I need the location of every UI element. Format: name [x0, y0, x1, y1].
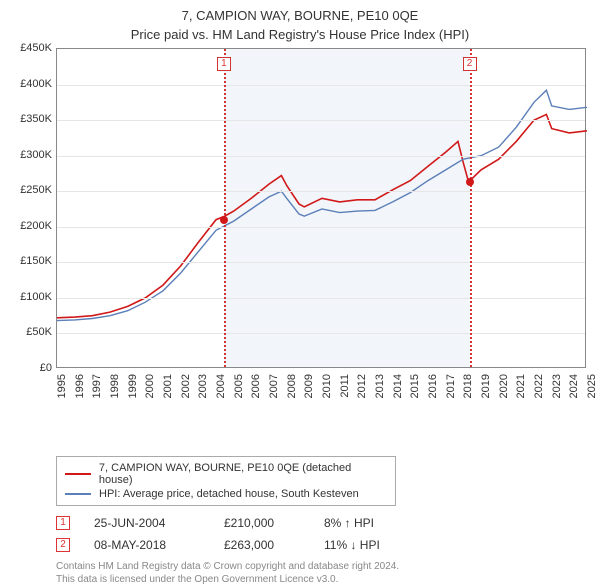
y-tick-label: £350K	[20, 113, 52, 125]
sale-row-price: £263,000	[224, 538, 324, 552]
gridline-h	[57, 191, 585, 192]
x-tick-label: 2010	[321, 374, 333, 398]
x-tick-label: 2002	[180, 374, 192, 398]
x-tick-label: 2025	[586, 374, 598, 398]
y-tick-label: £150K	[20, 255, 52, 267]
x-tick-label: 1995	[56, 374, 68, 398]
legend-box: 7, CAMPION WAY, BOURNE, PE10 0QE (detach…	[56, 456, 396, 506]
x-tick-label: 2024	[568, 374, 580, 398]
x-tick-label: 1997	[91, 374, 103, 398]
x-tick-label: 2001	[162, 374, 174, 398]
x-tick-label: 2018	[462, 374, 474, 398]
x-tick-label: 2006	[250, 374, 262, 398]
sale-marker-box: 2	[463, 57, 477, 71]
x-tick-label: 2009	[303, 374, 315, 398]
y-tick-label: £250K	[20, 184, 52, 196]
series-hpi	[57, 90, 587, 320]
x-tick-label: 2015	[409, 374, 421, 398]
y-tick-label: £0	[40, 362, 52, 374]
gridline-h	[57, 156, 585, 157]
legend-item: HPI: Average price, detached house, Sout…	[65, 487, 387, 501]
x-tick-label: 2019	[480, 374, 492, 398]
y-tick-label: £50K	[26, 326, 52, 338]
sale-row-date: 25-JUN-2004	[94, 516, 224, 530]
gridline-h	[57, 227, 585, 228]
x-tick-label: 2022	[533, 374, 545, 398]
x-tick-label: 2021	[515, 374, 527, 398]
sale-row: 2 08-MAY-2018£263,00011% ↓ HPI	[56, 538, 586, 552]
y-tick-label: £450K	[20, 42, 52, 54]
x-tick-label: 2007	[268, 374, 280, 398]
legend-swatch	[65, 493, 91, 495]
sale-marker-box: 1	[217, 57, 231, 71]
x-tick-label: 2020	[498, 374, 510, 398]
x-tick-label: 2023	[551, 374, 563, 398]
chart-title-address: 7, CAMPION WAY, BOURNE, PE10 0QE	[14, 8, 586, 23]
x-tick-label: 2000	[144, 374, 156, 398]
y-tick-label: £100K	[20, 291, 52, 303]
sale-marker-line	[470, 49, 472, 367]
x-tick-label: 2008	[286, 374, 298, 398]
legend-label: HPI: Average price, detached house, Sout…	[99, 488, 359, 500]
sale-marker-dot	[220, 216, 228, 224]
x-tick-label: 2012	[356, 374, 368, 398]
x-tick-label: 2016	[427, 374, 439, 398]
x-tick-label: 2017	[445, 374, 457, 398]
legend-swatch	[65, 473, 91, 475]
sale-row-num: 1	[56, 516, 70, 530]
footer-line-1: Contains HM Land Registry data © Crown c…	[56, 560, 586, 573]
legend-item: 7, CAMPION WAY, BOURNE, PE10 0QE (detach…	[65, 461, 387, 487]
footer-attribution: Contains HM Land Registry data © Crown c…	[56, 560, 586, 586]
line-series-svg	[57, 49, 587, 369]
gridline-h	[57, 85, 585, 86]
x-tick-label: 1999	[127, 374, 139, 398]
plot-area: 12	[56, 48, 586, 368]
gridline-h	[57, 262, 585, 263]
sale-row-price: £210,000	[224, 516, 324, 530]
x-tick-label: 2014	[392, 374, 404, 398]
y-tick-label: £300K	[20, 149, 52, 161]
x-tick-label: 1996	[74, 374, 86, 398]
chart-container: 7, CAMPION WAY, BOURNE, PE10 0QE Price p…	[0, 0, 600, 560]
gridline-h	[57, 333, 585, 334]
y-axis: £0£50K£100K£150K£200K£250K£300K£350K£400…	[14, 48, 56, 368]
sales-list: 1 25-JUN-2004£210,0008% ↑ HPI 2 08-MAY-2018…	[56, 516, 586, 552]
y-tick-label: £400K	[20, 78, 52, 90]
sale-marker-dot	[466, 178, 474, 186]
sale-row-delta: 8% ↑ HPI	[324, 516, 424, 530]
x-tick-label: 2003	[197, 374, 209, 398]
legend-label: 7, CAMPION WAY, BOURNE, PE10 0QE (detach…	[99, 462, 387, 486]
x-tick-label: 1998	[109, 374, 121, 398]
series-subject	[57, 114, 587, 317]
y-tick-label: £200K	[20, 220, 52, 232]
sale-row: 1 25-JUN-2004£210,0008% ↑ HPI	[56, 516, 586, 530]
sale-row-num: 2	[56, 538, 70, 552]
x-tick-label: 2005	[233, 374, 245, 398]
chart-title-sub: Price paid vs. HM Land Registry's House …	[14, 27, 586, 42]
chart-area: £0 £50K £100K £150K £200K £250K £300K £350K £400…	[14, 48, 586, 408]
x-tick-label: 2004	[215, 374, 227, 398]
x-tick-label: 2013	[374, 374, 386, 398]
x-axis: 1995 1996 1997 1998 1999 2000 2001 2002 2003 2004…	[56, 368, 586, 408]
footer-line-2: This data is licensed under the Open Gov…	[56, 573, 586, 586]
gridline-h	[57, 120, 585, 121]
sale-row-date: 08-MAY-2018	[94, 538, 224, 552]
sale-marker-line	[224, 49, 226, 367]
sale-row-delta: 11% ↓ HPI	[324, 538, 424, 552]
gridline-h	[57, 298, 585, 299]
x-tick-label: 2011	[339, 374, 351, 398]
